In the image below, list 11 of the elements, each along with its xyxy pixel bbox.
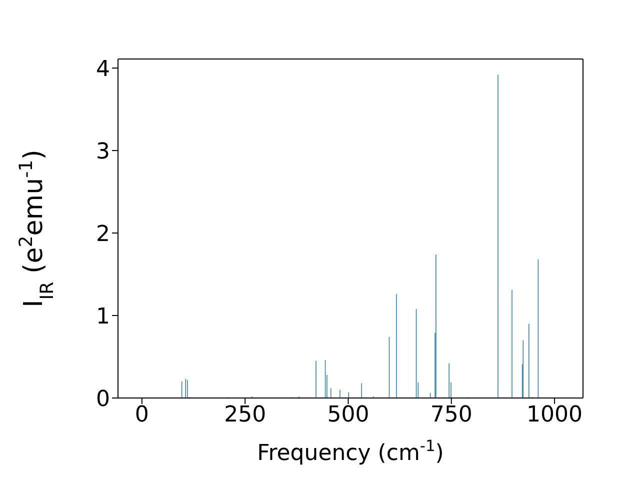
y-tick-label: 0: [96, 386, 110, 412]
x-tick-label: 1000: [526, 402, 583, 428]
x-tick-label: 750: [430, 402, 472, 428]
y-tick-label: 1: [96, 304, 110, 330]
x-tick-label: 500: [327, 402, 370, 428]
y-tick-label: 2: [96, 222, 110, 247]
x-tick-label: 0: [134, 402, 149, 428]
x-tick-label: 250: [224, 402, 266, 428]
x-axis-title: Frequency (cm$^{-1}$): [257, 437, 444, 466]
y-tick-label: 3: [96, 139, 110, 164]
y-tick-label: 4: [96, 56, 110, 82]
